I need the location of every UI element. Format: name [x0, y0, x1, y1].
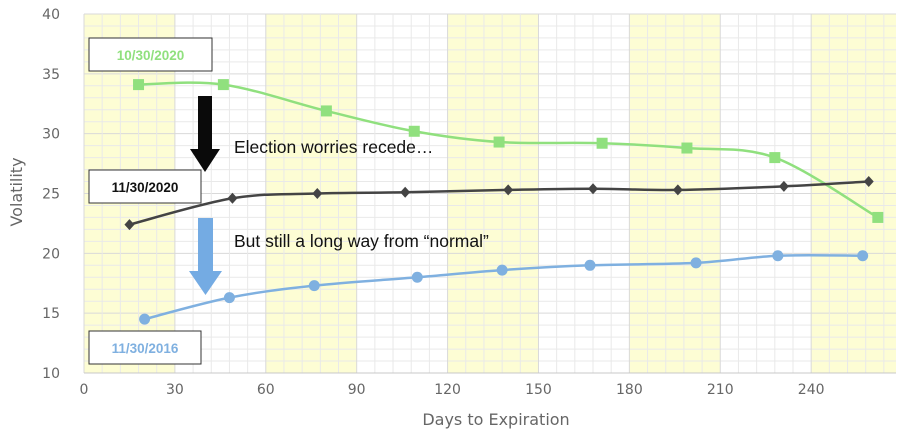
data-point-11-30-2020: [312, 188, 323, 199]
data-point-11-30-2020: [503, 184, 514, 196]
data-point-11-30-2020: [124, 219, 135, 231]
data-point-11-30-2016: [772, 250, 784, 262]
data-point-10-30-2020: [133, 79, 145, 91]
data-point-10-30-2020: [769, 152, 781, 164]
x-tick-label: 30: [166, 382, 184, 398]
x-tick-label: 120: [434, 382, 461, 398]
data-point-11-30-2020: [400, 186, 411, 198]
data-point-10-30-2020: [408, 125, 420, 137]
y-tick-label: 40: [42, 7, 60, 23]
data-point-10-30-2020: [320, 105, 332, 117]
label-box-11-30-2020: 11/30/2020: [88, 169, 202, 204]
label-box-11-30-2016: 11/30/2016: [88, 330, 202, 365]
series-layer: [124, 79, 884, 325]
data-point-10-30-2020: [493, 136, 505, 148]
data-point-11-30-2016: [411, 271, 423, 283]
x-tick-label: 210: [707, 382, 734, 398]
data-point-11-30-2020: [672, 184, 683, 196]
data-point-11-30-2016: [223, 292, 235, 304]
x-tick-label: 240: [798, 382, 825, 398]
tick-labels: 10 15 20 25 30 35 40 0 30 60 90 120 150 180 210 240: [42, 7, 824, 398]
data-point-10-30-2020: [681, 142, 693, 154]
annotation-normal: But still a long way from “normal”: [234, 231, 489, 251]
data-point-11-30-2020: [588, 183, 599, 195]
x-tick-label: 0: [80, 382, 89, 398]
x-tick-label: 150: [525, 382, 552, 398]
label-11-30-2020: 11/30/2020: [112, 180, 179, 195]
arrow-down-black-icon: [190, 96, 220, 172]
data-point-11-30-2016: [690, 257, 702, 269]
y-axis-title: Volatility: [7, 157, 26, 226]
data-point-10-30-2020: [872, 211, 884, 223]
y-tick-label: 20: [42, 246, 60, 262]
y-tick-label: 35: [42, 67, 60, 83]
y-tick-label: 25: [42, 187, 60, 203]
data-point-11-30-2020: [778, 180, 789, 192]
arrow-down-blue-icon: [189, 218, 222, 295]
x-tick-label: 90: [348, 382, 366, 398]
data-point-11-30-2016: [584, 259, 596, 271]
data-point-11-30-2020: [863, 176, 874, 188]
x-tick-label: 180: [616, 382, 643, 398]
label-10-30-2020: 10/30/2020: [117, 48, 185, 63]
data-point-11-30-2020: [227, 192, 238, 204]
data-point-11-30-2016: [857, 250, 869, 262]
data-point-10-30-2020: [596, 137, 608, 149]
label-box-10-30-2020: 10/30/2020: [88, 37, 213, 72]
data-point-11-30-2016: [139, 313, 151, 325]
y-tick-label: 15: [42, 306, 60, 322]
annotation-election: Election worries recede…: [234, 137, 433, 157]
y-tick-label: 30: [42, 127, 60, 143]
data-point-11-30-2016: [308, 280, 320, 292]
data-point-10-30-2020: [217, 79, 229, 91]
x-tick-label: 60: [257, 382, 275, 398]
x-axis-title: Days to Expiration: [422, 410, 569, 429]
data-point-11-30-2016: [496, 264, 508, 276]
y-tick-label: 10: [42, 366, 60, 382]
label-11-30-2016: 11/30/2016: [112, 341, 179, 356]
